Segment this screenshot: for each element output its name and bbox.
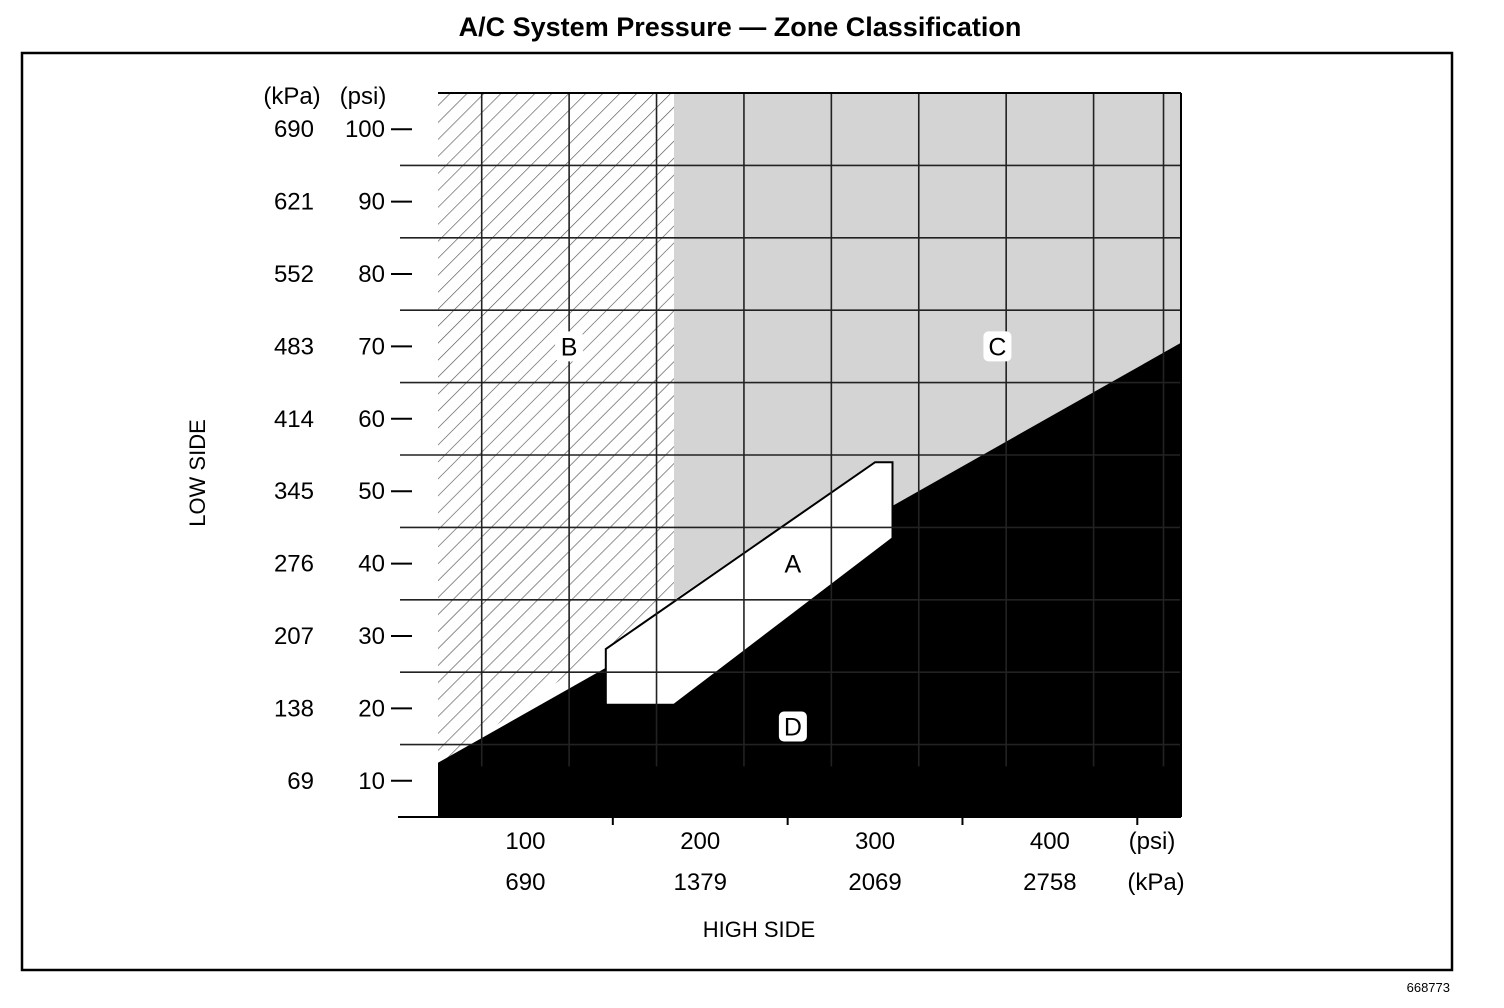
y-tick-label-psi: 50 [358,478,385,505]
zone-label-backdrop [778,711,807,742]
x-tick-label-kpa: 2069 [848,869,901,896]
zone-label-c: C [988,333,1006,361]
x-tick-label-psi: 400 [1030,828,1070,855]
grid-layer [400,92,1182,817]
y-tick-label-psi: 40 [358,551,385,578]
y-tick-label-kpa: 69 [287,768,314,795]
y-tick-label-kpa: 621 [274,189,314,216]
y-tick-label-psi: 10 [358,768,385,795]
x-axis-label: HIGH SIDE [703,917,815,942]
y-tick-label-psi: 60 [358,406,385,433]
y-tick-label-kpa: 138 [274,695,314,722]
figure-number: 668773 [1407,980,1450,995]
y-tick-label-psi: 30 [358,623,385,650]
x-tick-label-kpa: 690 [505,869,545,896]
y-tick-label-kpa: 552 [274,261,314,288]
y-tick-label-psi: 20 [358,695,385,722]
chart-frame [20,51,1454,972]
axes-layer: 100 690 90 621 80 552 70 483 60 414 50 345 40 276 30 20… [274,116,1181,896]
y-tick-label-psi: 100 [345,116,385,143]
zone-label-a: A [785,551,802,579]
zone-label-backdrop [983,331,1012,362]
y-axis-label: LOW SIDE [185,419,210,527]
y-tick-label-psi: 90 [358,189,385,216]
y-tick-label-kpa: 414 [274,406,314,433]
y-unit-kpa: (kPa) [263,83,320,110]
y-tick-label-kpa: 483 [274,333,314,360]
zone-b-area [438,93,674,767]
y-tick-label-kpa: 690 [274,116,314,143]
x-tick-label-psi: 100 [505,828,545,855]
zone-a-area [604,461,894,706]
x-unit-psi: (psi) [1129,828,1176,855]
x-tick-label-kpa: 2758 [1023,869,1076,896]
x-tick-label-kpa: 1379 [674,869,727,896]
y-tick-label-kpa: 276 [274,551,314,578]
zone-label-b: B [561,333,578,361]
zones-layer [438,93,1181,817]
zone-labels-layer: A B C D [555,331,1012,742]
y-tick-label-psi: 70 [358,333,385,360]
y-tick-label-psi: 80 [358,261,385,288]
zone-label-backdrop [555,331,584,362]
y-tick-label-kpa: 345 [274,478,314,505]
zone-c-area [674,93,1181,600]
zone-label-d: D [784,714,802,742]
x-tick-label-psi: 300 [855,828,895,855]
chart-title: A/C System Pressure — Zone Classificatio… [459,12,1022,42]
y-unit-psi: (psi) [340,83,387,110]
x-tick-label-psi: 200 [680,828,720,855]
y-tick-label-kpa: 207 [274,623,314,650]
x-unit-kpa: (kPa) [1127,869,1184,896]
